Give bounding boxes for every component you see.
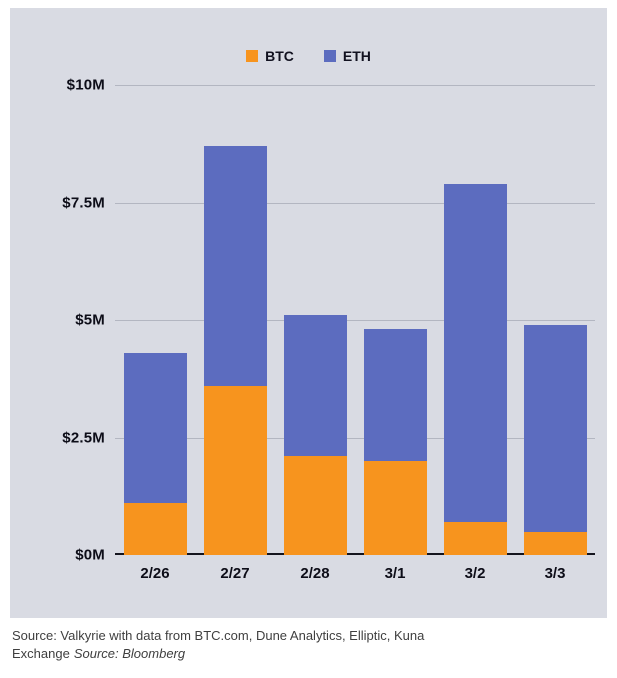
legend-label-eth: ETH [342,48,371,64]
y-tick-label: $7.5M [62,194,105,211]
gridline [115,85,595,86]
source-note: Source: Valkyrie with data from BTC.com,… [12,627,592,663]
legend-swatch-eth [323,50,336,62]
y-tick-label: $0M [75,546,105,564]
bar-segment-btc [123,503,187,555]
source-line-2-attribution: Source: Bloomberg [73,646,186,662]
bar-3-3 [523,324,587,555]
bar-2-26 [123,352,187,555]
y-tick-label: $10M [66,76,105,94]
bar-2-27 [203,146,267,555]
x-tick-label: 3/1 [384,565,406,582]
bar-3-1 [363,329,427,555]
bar-segment-eth [203,146,267,386]
bar-segment-eth [283,315,347,457]
bar-segment-btc [203,385,267,555]
bar-series [115,85,595,555]
source-line-2-text: Exchange [12,646,70,662]
bar-segment-btc [443,522,507,555]
bar-segment-btc [283,456,347,555]
bar-segment-btc [363,461,427,555]
x-tick-label: 2/26 [140,565,170,582]
gridline [115,320,595,321]
x-axis-line [115,553,595,555]
legend-item-btc: BTC [246,48,294,64]
chart-panel: BTC ETH $0M $2.5M $5M $7.5M $10M 2/26 2/27 2/28… [10,8,607,618]
bar-segment-eth [523,324,587,532]
bar-segment-btc [523,531,587,555]
bar-2-28 [283,315,347,555]
gridline [115,202,595,204]
x-tick-label: 2/28 [300,565,330,582]
gridline [115,437,595,439]
y-tick-label: $2.5M [62,429,105,446]
x-tick-label: 3/2 [464,565,486,582]
x-axis-labels: 2/26 2/27 2/28 3/1 3/2 3/3 [115,565,595,582]
x-tick-label: 3/3 [544,565,566,582]
bar-3-2 [443,183,507,555]
source-line-2: Exchange Source: Bloomberg [12,645,592,663]
legend-item-eth: ETH [323,48,371,64]
y-axis-labels: $0M $2.5M $5M $7.5M $10M [10,77,105,564]
source-line-1: Source: Valkyrie with data from BTC.com,… [12,628,425,643]
chart-legend: BTC ETH [10,48,607,64]
x-tick-label: 2/27 [220,565,250,582]
plot-area [115,85,595,555]
legend-swatch-btc [246,50,259,62]
y-tick-label: $5M [75,311,105,329]
bar-segment-eth [123,352,187,504]
bar-segment-eth [363,329,427,461]
bar-segment-eth [443,183,507,523]
legend-label-btc: BTC [265,48,294,64]
